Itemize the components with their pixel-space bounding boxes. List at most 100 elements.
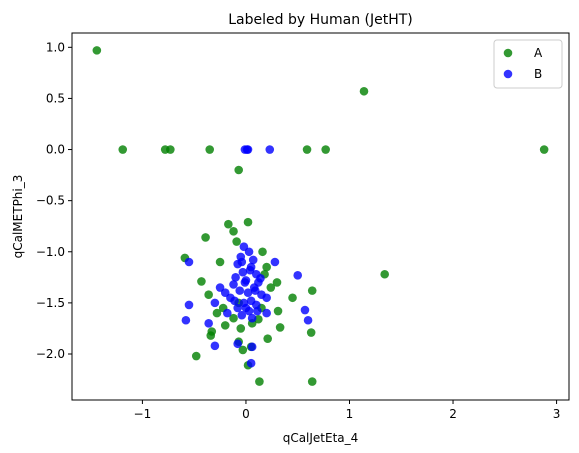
- scatter-point-B-50: [230, 296, 239, 306]
- scatter-point-A-5: [166, 145, 175, 154]
- scatter-point-A-29: [273, 306, 283, 316]
- scatter-point-A-34: [220, 321, 230, 330]
- scatter-point-B-34: [215, 283, 225, 292]
- scatter-point-A-25: [204, 290, 213, 300]
- y-tick-label: 0.5: [46, 91, 65, 105]
- scatter-point-B-17: [235, 286, 245, 295]
- scatter-point-A-2: [539, 145, 549, 154]
- scatter-point-A-1: [359, 86, 369, 96]
- scatter-point-A-12: [229, 227, 238, 236]
- scatter-point-B-30: [270, 257, 280, 267]
- scatter-point-B-40: [210, 341, 220, 351]
- y-tick-label: 0.0: [46, 143, 65, 157]
- scatter-point-B-51: [256, 274, 265, 283]
- scatter-point-A-21: [197, 277, 206, 286]
- scatter-point-B-47: [245, 265, 255, 275]
- legend-box: [493, 39, 563, 89]
- scatter-point-A-6: [205, 145, 215, 154]
- legend-label-A: A: [534, 46, 543, 60]
- scatter-point-A-9: [234, 165, 243, 175]
- scatter-point-A-3: [118, 145, 128, 154]
- scatter-point-B-46: [240, 278, 250, 287]
- legend-label-B: B: [534, 67, 542, 81]
- scatter-point-B-18: [243, 288, 253, 297]
- scatter-point-A-7: [302, 145, 312, 154]
- y-tick-label: −1.0: [36, 245, 65, 259]
- scatter-point-B-53: [253, 306, 262, 316]
- scatter-point-B-3: [265, 145, 275, 154]
- y-tick-label: −1.5: [36, 296, 65, 310]
- scatter-point-A-35: [275, 323, 285, 332]
- scatter-point-B-35: [210, 298, 220, 308]
- y-axis-label: qCalMETPhi_3: [11, 175, 25, 259]
- scatter-point-B-38: [181, 315, 191, 325]
- scatter-point-A-20: [380, 269, 390, 279]
- scatter-point-A-18: [262, 262, 271, 272]
- scatter-point-A-38: [206, 331, 216, 340]
- scatter-point-A-46: [307, 377, 317, 386]
- legend-marker-B: [503, 69, 513, 79]
- scatter-point-B-2: [242, 145, 252, 154]
- scatter-marks: [92, 46, 549, 386]
- x-tick-label: 0: [242, 407, 250, 421]
- x-tick-label: 1: [346, 407, 354, 421]
- chart-title: Labeled by Human (JetHT): [228, 12, 413, 28]
- scatter-point-B-48: [237, 257, 247, 267]
- scatter-point-A-31: [229, 313, 238, 323]
- scatter-point-A-0: [92, 46, 102, 55]
- scatter-point-A-48: [236, 324, 246, 333]
- scatter-point-A-13: [201, 233, 210, 242]
- scatter-point-A-24: [307, 286, 317, 295]
- scatter-point-A-17: [215, 257, 225, 267]
- scatter-point-B-42: [247, 342, 257, 352]
- y-tick-label: −2.0: [36, 347, 65, 361]
- scatter-point-A-42: [238, 345, 248, 355]
- scatter-point-A-43: [191, 351, 201, 361]
- x-axis-label: qCalJetEta_4: [283, 431, 359, 445]
- legend-marker-A: [503, 48, 513, 58]
- scatter-point-A-14: [232, 237, 241, 246]
- scatter-point-A-30: [212, 308, 222, 318]
- y-tick-label: 1.0: [46, 40, 65, 54]
- scatter-point-B-5: [244, 247, 254, 257]
- scatter-point-B-36: [184, 257, 194, 267]
- scatter-point-B-44: [300, 305, 310, 315]
- plot-frame: [71, 32, 570, 401]
- scatter-point-A-15: [258, 247, 267, 257]
- y-axis-ticks: −2.0 −1.5 −1.0 −0.5 0.0 0.5 1.0: [36, 40, 72, 361]
- y-tick-label: −0.5: [36, 194, 65, 208]
- scatter-point-B-41: [233, 339, 242, 349]
- scatter-point-B-28: [237, 310, 247, 320]
- scatter-point-A-26: [288, 293, 297, 303]
- scatter-point-A-8: [321, 145, 330, 154]
- scatter-point-B-15: [229, 280, 238, 289]
- x-tick-label: −1: [134, 407, 152, 421]
- scatter-point-B-33: [223, 308, 232, 318]
- scatter-point-B-49: [250, 286, 260, 295]
- scatter-point-A-39: [263, 334, 272, 343]
- scatter-point-A-11: [224, 219, 233, 229]
- scatter-point-A-22: [272, 278, 282, 287]
- scatter-point-B-24: [233, 303, 242, 313]
- scatter-point-B-12: [231, 273, 240, 282]
- x-axis-ticks: −1 0 1 2 3: [134, 400, 561, 421]
- scatter-point-B-52: [241, 303, 251, 313]
- x-tick-label: 3: [553, 407, 561, 421]
- scatter-point-A-37: [306, 328, 316, 337]
- scatter-point-B-32: [262, 308, 271, 318]
- scatter-point-A-10: [243, 217, 253, 227]
- scatter-point-B-7: [248, 255, 258, 265]
- scatter-point-B-39: [204, 319, 213, 328]
- scatter-point-A-45: [255, 377, 264, 386]
- scatter-point-B-29: [247, 313, 257, 323]
- legend: AB: [493, 39, 563, 89]
- scatter-point-B-10: [238, 267, 248, 277]
- scatter-point-B-25: [262, 293, 271, 303]
- scatter-point-B-31: [293, 270, 303, 280]
- x-tick-label: 2: [449, 407, 457, 421]
- scatter-point-B-43: [246, 358, 256, 368]
- scatter-point-B-37: [184, 300, 194, 310]
- scatter-point-B-45: [303, 315, 313, 325]
- scatter-point-A-23: [266, 283, 276, 292]
